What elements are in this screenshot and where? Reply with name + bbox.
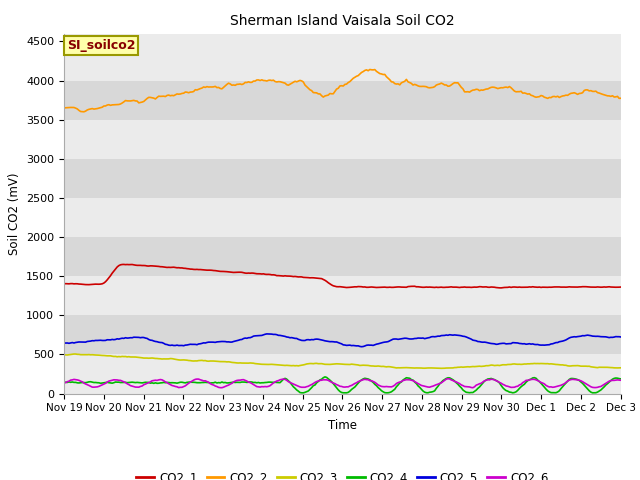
Bar	[64, 198, 621, 237]
X-axis label: Time: Time	[328, 419, 357, 432]
Bar	[64, 159, 621, 198]
Bar	[64, 120, 621, 159]
Bar	[64, 315, 621, 354]
Y-axis label: Soil CO2 (mV): Soil CO2 (mV)	[8, 172, 20, 255]
Bar	[64, 237, 621, 276]
Legend: CO2_1, CO2_2, CO2_3, CO2_4, CO2_5, CO2_6: CO2_1, CO2_2, CO2_3, CO2_4, CO2_5, CO2_6	[132, 466, 553, 480]
Bar	[64, 276, 621, 315]
Bar	[64, 81, 621, 120]
Bar	[64, 354, 621, 394]
Title: Sherman Island Vaisala Soil CO2: Sherman Island Vaisala Soil CO2	[230, 14, 454, 28]
Text: SI_soilco2: SI_soilco2	[67, 39, 135, 52]
Bar	[64, 41, 621, 81]
